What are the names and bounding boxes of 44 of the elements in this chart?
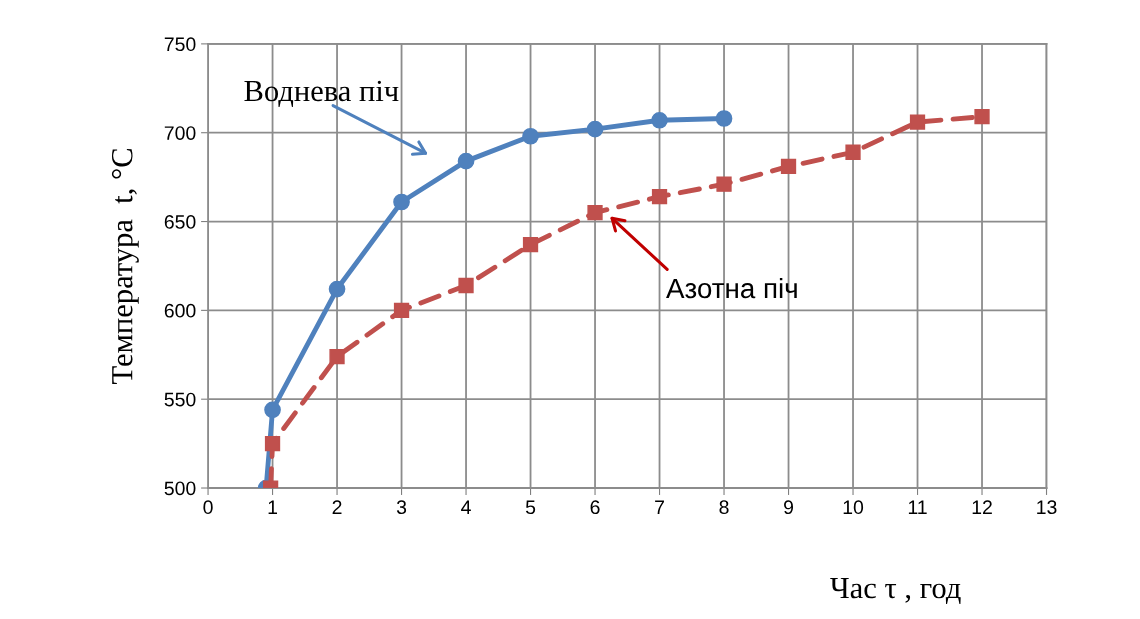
point [457,152,475,170]
x-tick-label: 12 [972,500,992,514]
annotation: Воднева піч [244,80,399,107]
point [909,114,926,130]
point [328,280,346,298]
annotation: Азотна піч [666,277,797,299]
point [522,236,539,253]
x-tick-label: 3 [396,500,407,515]
y-tick-label: 700 [164,126,196,140]
point [845,144,861,160]
point [716,176,732,192]
x-tick-label: 5 [525,500,536,515]
y-axis-title: Температура t, °C [111,149,139,384]
point [264,401,281,419]
y-tick-label: 500 [164,481,196,496]
x-tick-label: 8 [719,500,729,515]
x-tick-label: 11 [908,500,927,514]
x-axis-title: Час τ , год [830,578,961,604]
y-tick-label: 550 [164,392,196,407]
point [586,120,604,138]
x-tick-label: 4 [461,500,471,514]
x-tick-label: 7 [655,500,664,514]
point [651,189,668,205]
point [393,193,410,211]
point [329,348,345,365]
x-tick-label: 10 [843,500,864,515]
point [587,205,603,221]
point [264,435,281,452]
point [715,110,733,127]
x-tick-label: 0 [203,500,213,515]
point [458,277,474,294]
point [974,109,990,125]
point [651,111,668,129]
y-tick-label: 650 [164,215,196,229]
x-tick-label: 1 [268,500,278,514]
point [522,127,539,145]
x-tick-label: 9 [784,500,794,515]
y-tick-label: 750 [164,37,196,52]
point [780,158,797,175]
y-tick-label: 600 [164,303,196,318]
point [393,302,410,319]
x-tick-label: 2 [332,500,342,514]
x-tick-label: 13 [1037,500,1057,515]
x-tick-label: 6 [590,500,600,515]
